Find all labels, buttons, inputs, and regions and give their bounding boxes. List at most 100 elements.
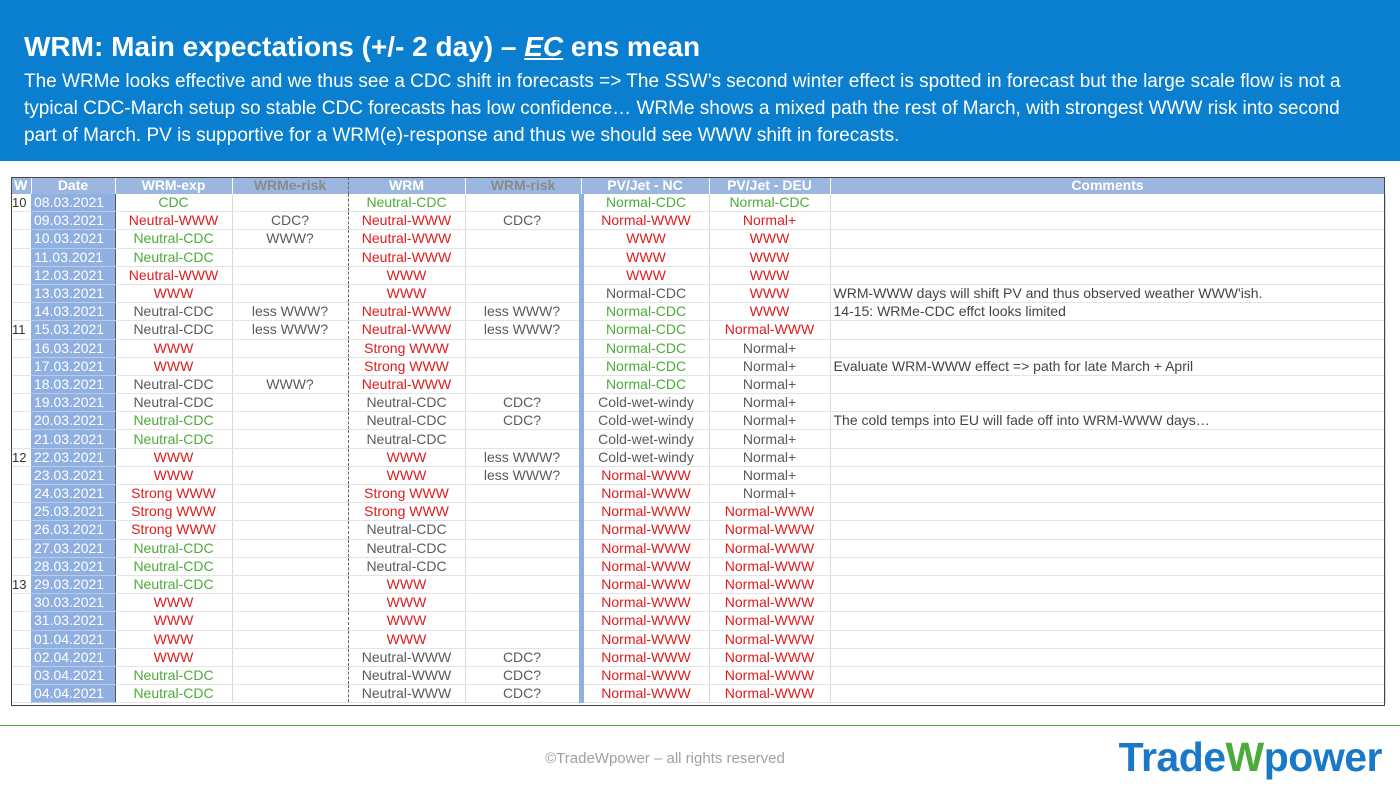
wrm-exp-cell: CDC xyxy=(115,194,233,213)
table-row: 30.03.2021 WWW WWW Normal-WWW Normal-WWW xyxy=(11,593,1386,613)
wrm-risk-cell xyxy=(465,339,582,358)
wrm-cell: Neutral-WWW xyxy=(348,375,466,395)
table-row: 24.03.2021 Strong WWW Strong WWW Normal-WWW… xyxy=(11,484,1386,504)
date-cell: 10.03.2021 xyxy=(31,229,116,249)
table-row: 25.03.2021 Strong WWW Strong WWW Normal-WWW… xyxy=(11,502,1386,522)
comment-cell: 14-15: WRMe-CDC effct looks limited xyxy=(830,302,1386,322)
wrme-risk-cell xyxy=(232,447,349,467)
wrme-risk-cell: WWW? xyxy=(232,229,349,249)
date-cell: 20.03.2021 xyxy=(31,411,116,431)
wrm-exp-cell: Neutral-WWW xyxy=(115,266,233,285)
logo-trade: Trade xyxy=(1118,734,1226,780)
table-row: 31.03.2021 WWW WWW Normal-WWW Normal-WWW xyxy=(11,611,1386,631)
wrm-risk-cell: CDC? xyxy=(465,648,582,667)
wrm-cell: WWW xyxy=(348,611,466,631)
table-row: 20.03.2021 Neutral-CDC Neutral-CDC CDC? Cold… xyxy=(11,411,1386,431)
comment-cell xyxy=(830,375,1386,395)
pv-nc-cell: WWW xyxy=(578,248,710,267)
wrme-risk-cell xyxy=(232,630,349,649)
wrm-cell: Neutral-CDC xyxy=(348,557,466,576)
wrm-cell: Neutral-WWW xyxy=(348,211,466,231)
wrme-risk-cell xyxy=(232,248,349,267)
table-row: 04.04.2021 Neutral-CDC Neutral-WWW CDC? Norm… xyxy=(11,684,1386,704)
date-cell: 19.03.2021 xyxy=(31,393,116,413)
pv-nc-cell: Normal-WWW xyxy=(578,648,710,667)
wrm-exp-cell: WWW xyxy=(115,593,233,613)
pv-nc-cell: Normal-WWW xyxy=(578,502,710,522)
week-cell xyxy=(11,466,31,486)
date-cell: 24.03.2021 xyxy=(31,484,116,504)
pv-nc-cell: Normal-CDC xyxy=(578,284,710,304)
wrm-exp-cell: Neutral-CDC xyxy=(115,411,233,431)
pv-deu-cell: Normal+ xyxy=(709,375,831,395)
wrm-exp-cell: WWW xyxy=(115,339,233,358)
pv-deu-cell: Normal+ xyxy=(709,393,831,413)
date-cell: 18.03.2021 xyxy=(31,375,116,395)
wrme-risk-cell xyxy=(232,593,349,613)
wrm-cell: WWW xyxy=(348,466,466,486)
comment-cell xyxy=(830,466,1386,486)
wrm-risk-cell xyxy=(465,630,582,649)
page-title: WRM: Main expectations (+/- 2 day) – EC … xyxy=(24,30,1376,64)
wrm-exp-cell: Neutral-CDC xyxy=(115,557,233,576)
pv-deu-cell: WWW xyxy=(709,284,831,304)
week-cell xyxy=(11,248,31,267)
pv-deu-cell: Normal-WWW xyxy=(709,320,831,340)
wrm-exp-cell: Strong WWW xyxy=(115,502,233,522)
wrme-risk-cell xyxy=(232,539,349,558)
wrm-risk-cell xyxy=(465,520,582,540)
wrm-cell: Strong WWW xyxy=(348,484,466,504)
copyright-text: ©TradeWpower – all rights reserved xyxy=(545,750,785,767)
pv-nc-cell: Normal-WWW xyxy=(578,484,710,504)
table-row: 18.03.2021 Neutral-CDC WWW? Neutral-WWW Norm… xyxy=(11,375,1386,395)
logo-power: power xyxy=(1263,734,1383,780)
wrm-cell: WWW xyxy=(348,447,466,467)
week-cell xyxy=(11,284,31,304)
title-text: WRM: Main expectations (+/- 2 day) – xyxy=(24,31,525,62)
table-row: 13.03.2021 WWW WWW Normal-CDC WWW WRM-WWW day… xyxy=(11,284,1386,304)
pv-deu-cell: Normal-WWW xyxy=(709,539,831,558)
wrm-cell: Neutral-WWW xyxy=(348,320,466,340)
week-cell xyxy=(11,375,31,395)
date-cell: 17.03.2021 xyxy=(31,357,116,376)
pv-nc-cell: Normal-WWW xyxy=(578,520,710,540)
header-banner: WRM: Main expectations (+/- 2 day) – EC … xyxy=(0,0,1400,161)
pv-deu-cell: Normal-WWW xyxy=(709,684,831,704)
date-cell: 15.03.2021 xyxy=(31,320,116,340)
pv-nc-cell: Normal-WWW xyxy=(578,684,710,704)
wrm-risk-cell: less WWW? xyxy=(465,320,582,340)
week-cell xyxy=(11,648,31,667)
wrm-exp-cell: Neutral-CDC xyxy=(115,320,233,340)
wrm-risk-cell xyxy=(465,357,582,376)
table-row: 01.04.2021 WWW WWW Normal-WWW Normal-WWW xyxy=(11,630,1386,649)
wrm-cell: WWW xyxy=(348,574,466,595)
wrm-cell: Neutral-CDC xyxy=(348,520,466,540)
comment-cell xyxy=(830,229,1386,249)
wrm-exp-cell: WWW xyxy=(115,357,233,376)
pv-deu-cell: Normal+ xyxy=(709,357,831,376)
week-cell xyxy=(11,630,31,649)
date-cell: 21.03.2021 xyxy=(31,429,116,449)
pv-deu-cell: Normal-WWW xyxy=(709,611,831,631)
wrm-cell: Neutral-CDC xyxy=(348,194,466,213)
wrm-exp-cell: Neutral-CDC xyxy=(115,229,233,249)
pv-deu-cell: Normal+ xyxy=(709,211,831,231)
week-cell xyxy=(11,520,31,540)
pv-deu-cell: Normal-WWW xyxy=(709,502,831,522)
wrm-cell: WWW xyxy=(348,593,466,613)
pv-nc-cell: Normal-WWW xyxy=(578,611,710,631)
pv-nc-cell: Normal-WWW xyxy=(578,211,710,231)
week-cell xyxy=(11,302,31,322)
table-row: 14.03.2021 Neutral-CDC less WWW? Neutral-WW… xyxy=(11,302,1386,322)
week-cell xyxy=(11,429,31,449)
wrm-risk-cell xyxy=(465,593,582,613)
col-header-wrme-risk: WRMe-risk xyxy=(232,177,349,194)
wrm-exp-cell: Neutral-CDC xyxy=(115,393,233,413)
wrm-exp-cell: Neutral-CDC xyxy=(115,666,233,686)
pv-nc-cell: Normal-CDC xyxy=(578,339,710,358)
comment-cell xyxy=(830,339,1386,358)
comment-cell xyxy=(830,393,1386,413)
week-cell xyxy=(11,557,31,576)
wrm-exp-cell: Neutral-WWW xyxy=(115,211,233,231)
comment-cell: WRM-WWW days will shift PV and thus obse… xyxy=(830,284,1386,304)
